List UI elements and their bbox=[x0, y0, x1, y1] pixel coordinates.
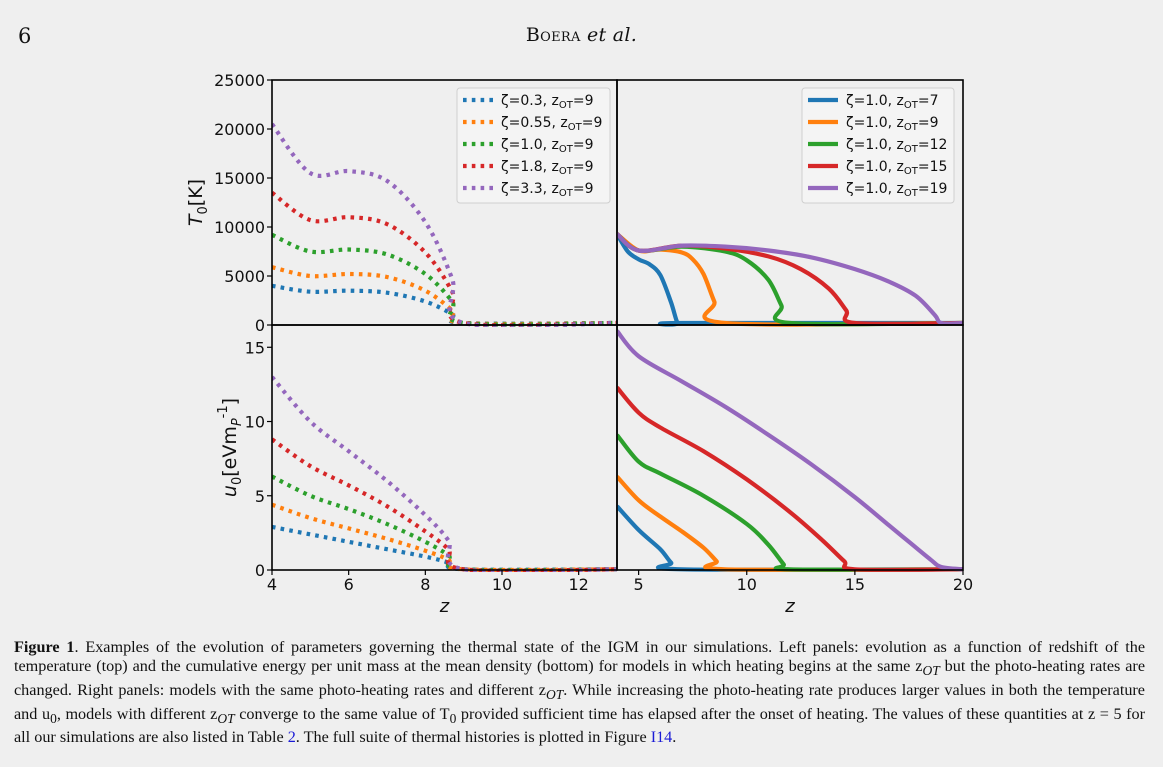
legend-entry: ζ=0.55, zOT=9 bbox=[501, 115, 602, 133]
y-tick-label: 5 bbox=[255, 487, 265, 506]
legend-entry: ζ=3.3, zOT=9 bbox=[501, 181, 593, 199]
x-tick-label: 10 bbox=[737, 575, 757, 594]
legend-top-right: ζ=1.0, zOT=7 ζ=1.0, zOT=9 ζ=1.0, zOT=12 ζ=1… bbox=[801, 87, 955, 204]
x-tick-label: 20 bbox=[953, 575, 973, 594]
page-number: 6 bbox=[18, 24, 32, 48]
caption-text: . Examples of the evolution of parameter… bbox=[14, 638, 1146, 676]
panel-bottom-left-series bbox=[272, 375, 617, 572]
legend-box bbox=[456, 87, 611, 204]
series-line-bottom-right-2 bbox=[617, 433, 963, 572]
y-axis-label: T0[K] bbox=[185, 179, 211, 226]
x-tick-label: 10 bbox=[492, 575, 512, 594]
caption-text: . While increasing the photo-heating rat… bbox=[14, 681, 1145, 723]
caption-sub: 0 bbox=[449, 710, 457, 726]
running-header-author: Boera bbox=[525, 24, 581, 46]
figure-link[interactable]: I14 bbox=[650, 728, 673, 747]
legend-entry: ζ=1.0, zOT=9 bbox=[846, 115, 938, 133]
caption-text: , models with different z bbox=[56, 704, 218, 723]
x-tick-label: 8 bbox=[420, 575, 430, 594]
caption-text: . bbox=[672, 728, 677, 747]
y-tick-label: 20000 bbox=[214, 120, 265, 139]
caption-sub: 0 bbox=[50, 710, 57, 726]
caption-sub: OT bbox=[217, 710, 235, 726]
caption-text: but the photo-heating rates are changed.… bbox=[14, 657, 1145, 700]
legend-entry: ζ=1.0, zOT=12 bbox=[846, 137, 947, 155]
panel-frame-bottom-right bbox=[616, 324, 964, 571]
caption-label: Figure 1 bbox=[14, 638, 75, 656]
series-line-top-left-1 bbox=[272, 265, 617, 327]
series-line-bottom-left-2 bbox=[272, 474, 617, 572]
legend-entry: ζ=1.0, zOT=19 bbox=[846, 181, 947, 199]
panel-top-left-series bbox=[272, 122, 617, 327]
caption-text: . The full suite of thermal histories is… bbox=[295, 728, 651, 747]
caption-sub: OT bbox=[922, 663, 940, 679]
caption-sub: OT bbox=[545, 687, 564, 703]
running-header-etal: et al. bbox=[586, 24, 638, 46]
x-tick-label: 6 bbox=[344, 575, 354, 594]
legend-entry: ζ=1.0, zOT=7 bbox=[846, 93, 938, 111]
series-line-bottom-left-3 bbox=[272, 437, 617, 572]
x-axis-label: z bbox=[784, 596, 795, 617]
y-tick-label: 5000 bbox=[224, 267, 265, 286]
y-tick-label: 10 bbox=[245, 413, 265, 432]
y-tick-label: 0 bbox=[255, 316, 265, 335]
x-tick-label: 4 bbox=[267, 575, 277, 594]
panel-bottom-right-series bbox=[617, 329, 963, 572]
series-line-top-left-3 bbox=[272, 190, 617, 327]
y-tick-label: 15000 bbox=[214, 169, 265, 188]
series-line-bottom-right-0 bbox=[617, 504, 963, 572]
y-tick-label: 15 bbox=[245, 338, 265, 357]
y-tick-label: 25000 bbox=[214, 71, 265, 90]
series-line-top-right-4 bbox=[617, 232, 963, 326]
x-axis-label: z bbox=[439, 596, 450, 617]
x-tick-label: 12 bbox=[568, 575, 588, 594]
legend-entry: ζ=1.8, zOT=9 bbox=[501, 159, 593, 177]
series-line-bottom-right-4 bbox=[617, 329, 963, 572]
x-tick-label: 5 bbox=[634, 575, 644, 594]
figure-1: 0 5000 10000 15000 20000 25000 T0[K] ζ=0.3, zOT… bbox=[185, 71, 973, 617]
y-tick-label: 0 bbox=[255, 561, 265, 580]
y-axis-label: u0[eVmP-1] bbox=[216, 398, 245, 497]
x-tick-label: 15 bbox=[845, 575, 865, 594]
legend-entry: ζ=0.3, zOT=9 bbox=[501, 93, 593, 111]
series-line-bottom-right-3 bbox=[617, 386, 963, 572]
legend-box bbox=[801, 87, 955, 204]
series-line-top-left-4 bbox=[272, 122, 617, 327]
figure-caption: Figure 1. Examples of the evolution of p… bbox=[14, 638, 1145, 748]
panel-frame-bottom-left bbox=[271, 324, 618, 571]
caption-text: converge to the same value of T bbox=[234, 704, 450, 723]
series-line-top-left-0 bbox=[272, 283, 617, 326]
table-link[interactable]: 2 bbox=[287, 728, 296, 747]
panel-top-right-series bbox=[617, 232, 963, 327]
series-line-bottom-right-1 bbox=[617, 475, 963, 572]
legend-entry: ζ=1.0, zOT=15 bbox=[846, 159, 947, 177]
legend-entry: ζ=1.0, zOT=9 bbox=[501, 137, 593, 155]
y-tick-label: 10000 bbox=[214, 218, 265, 237]
legend-top-left: ζ=0.3, zOT=9 ζ=0.55, zOT=9 ζ=1.0, zOT=9 ζ=1… bbox=[456, 87, 611, 204]
caption-text: provided sufficient time has elapsed aft… bbox=[14, 704, 1146, 747]
running-header: Boera et al. bbox=[0, 24, 1163, 46]
